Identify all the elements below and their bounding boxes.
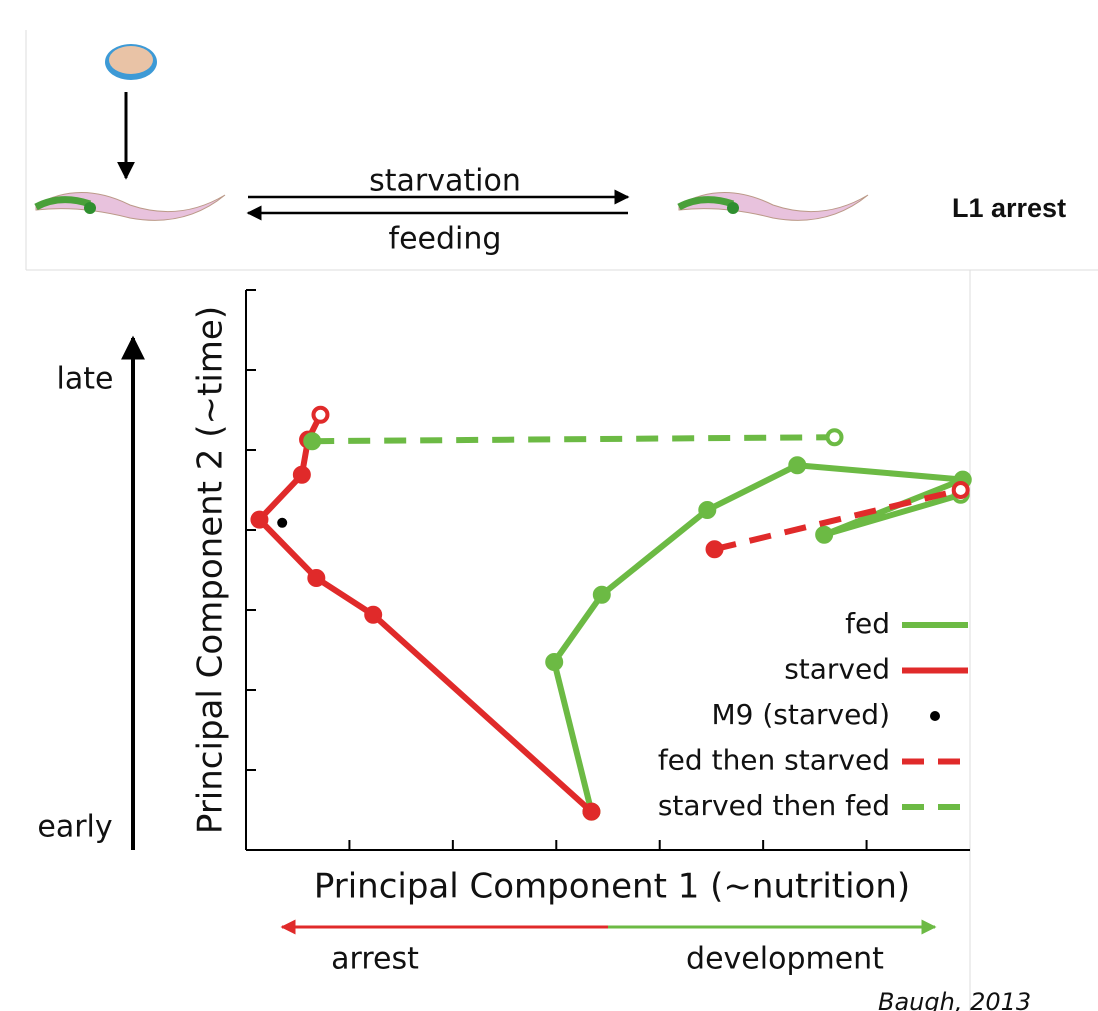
page: starvation feeding L1 arrest late early … [0, 0, 1098, 1011]
series-line [312, 437, 834, 441]
legend-label: starved then fed [658, 789, 890, 822]
point [547, 655, 561, 669]
point [828, 430, 842, 444]
worm [679, 193, 868, 221]
series-line [715, 490, 961, 549]
point [700, 503, 714, 517]
point [305, 434, 319, 448]
arrow-label: feeding [389, 222, 502, 257]
point [277, 518, 287, 528]
point [708, 542, 722, 556]
point [366, 608, 380, 622]
point [309, 571, 323, 585]
point [817, 528, 831, 542]
direction-label: development [686, 942, 884, 977]
legend-swatch [930, 711, 940, 721]
citation: Baugh, 2013 [878, 988, 1031, 1011]
direction-label: late [57, 362, 114, 397]
point [595, 588, 609, 602]
figure: starvation feeding L1 arrest late early … [0, 0, 1098, 1011]
direction-label: arrest [331, 942, 419, 977]
point [252, 513, 266, 527]
arrow-label: starvation [369, 164, 521, 199]
worm [36, 193, 225, 221]
point [313, 408, 327, 422]
legend-label: M9 (starved) [711, 698, 890, 731]
y-axis-label: Principal Component 2 (~time) [191, 306, 231, 834]
egg-embryo [109, 46, 153, 74]
legend-label: fed [845, 607, 890, 640]
point [790, 458, 804, 472]
legend-label: fed then starved [658, 744, 890, 777]
point [954, 483, 968, 497]
direction-label: early [37, 810, 112, 845]
point [584, 805, 598, 819]
point [295, 468, 309, 482]
legend-label: starved [784, 653, 890, 686]
x-axis-label: Principal Component 1 (~nutrition) [314, 867, 910, 907]
stage-label: L1 arrest [952, 193, 1066, 223]
